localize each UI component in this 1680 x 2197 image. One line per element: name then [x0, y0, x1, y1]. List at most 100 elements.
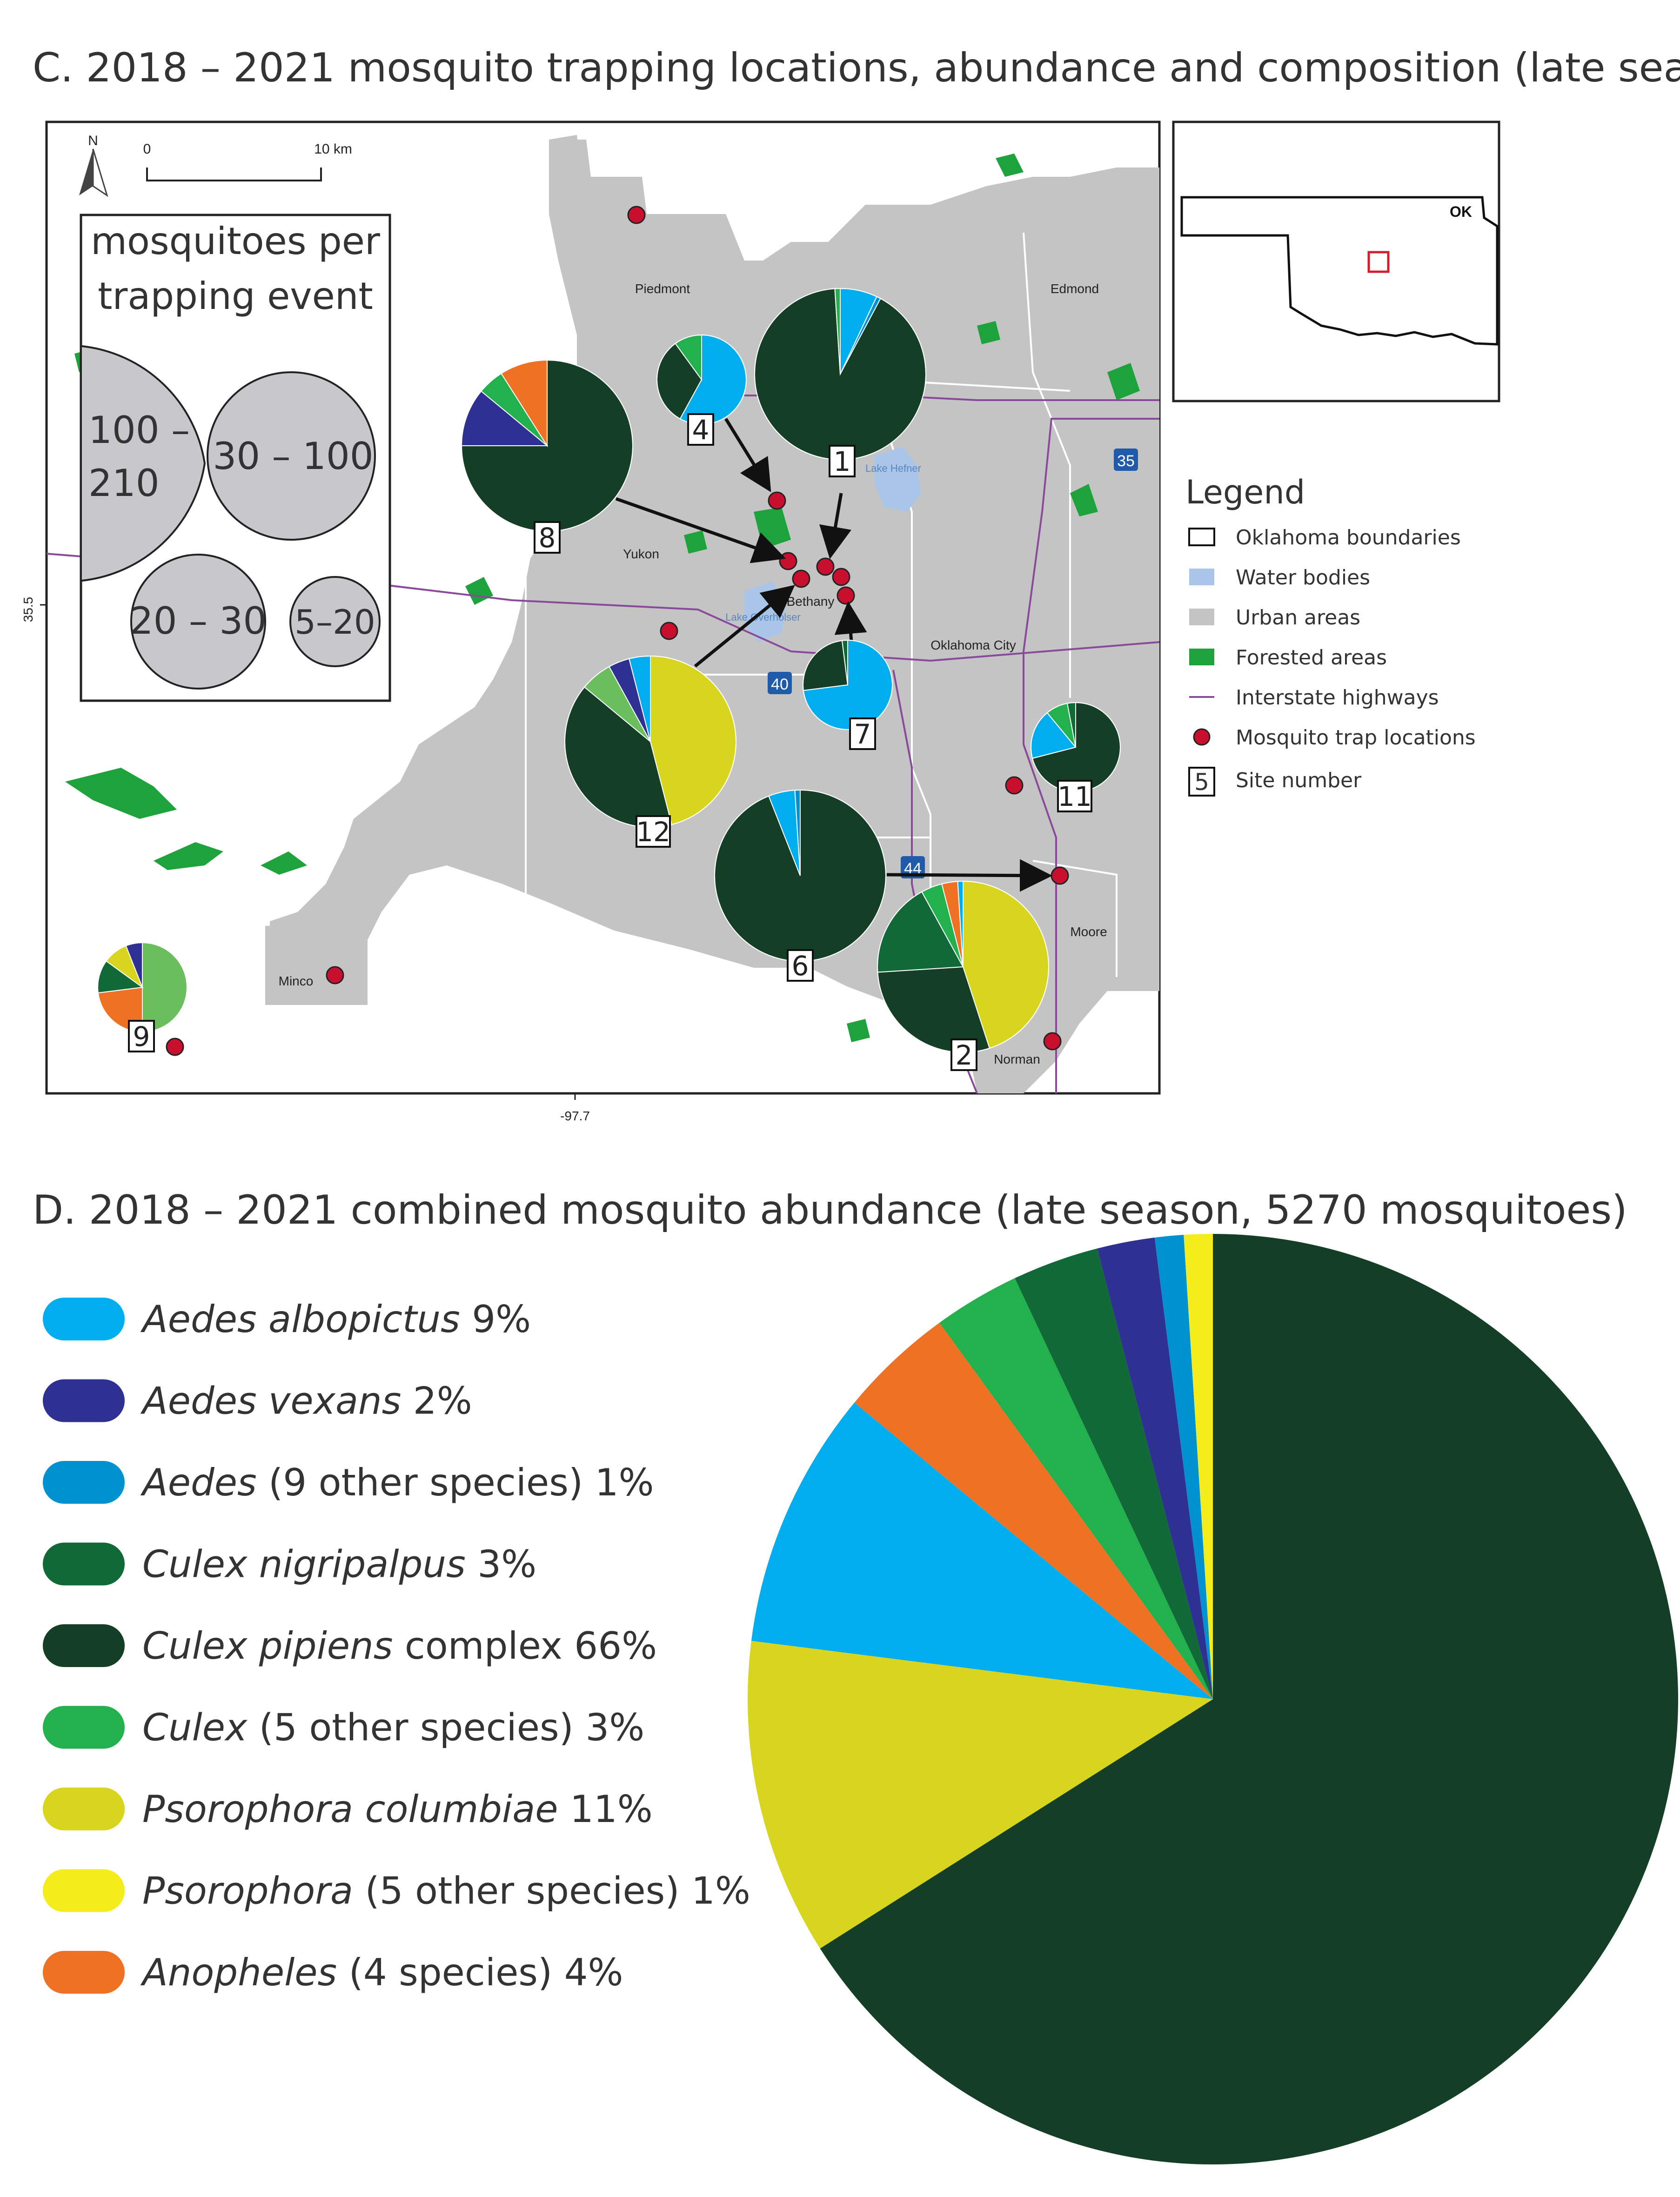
combined-pie: [748, 1234, 1679, 2164]
shield-40-label: 40: [771, 676, 789, 693]
site-number-box-11: [1057, 780, 1092, 812]
size-label-5-20: 5–20: [295, 603, 375, 642]
scale-end: 10 km: [314, 141, 352, 157]
species-legend-item: Psorophora columbiae 11%: [43, 1788, 653, 1831]
inset-map: OK: [1172, 121, 1500, 402]
oklahoma-outline: [1180, 196, 1499, 346]
site-number-box-2: [950, 1038, 977, 1071]
pie-slice-anopheles-4-species-: [854, 1322, 1213, 1699]
place-lake-hefner: Lake Hefner: [865, 462, 921, 474]
species-legend-item: Aedes (9 other species) 1%: [43, 1461, 654, 1504]
legend-title: Legend: [1185, 473, 1305, 511]
species-label: Psorophora columbiae 11%: [142, 1788, 653, 1831]
species-label: Aedes albopictus 9%: [140, 1298, 531, 1341]
legend-swatch-water: [1189, 569, 1214, 585]
site-number-box-9: [128, 1020, 155, 1052]
lon-tick-label: -97.7: [560, 1109, 590, 1123]
pie-slice-aedes-vexans: [1097, 1237, 1213, 1699]
species-legend: Aedes albopictus 9% Aedes vexans 2% Aedes …: [43, 1298, 750, 1994]
scale-bar: 0 10 km: [143, 141, 352, 181]
site-number-box-8: [534, 521, 561, 554]
shield-35-label: 35: [1117, 452, 1135, 470]
legend-swatch-boundaries: [1188, 528, 1215, 546]
legend-swatch-trap: [1193, 728, 1211, 746]
size-label-20-30: 20 – 30: [130, 599, 267, 643]
site-number-box-6: [787, 949, 814, 982]
site-number-8: 8: [539, 522, 556, 554]
species-label: Aedes (9 other species) 1%: [140, 1461, 654, 1504]
legend-swatch-site-number: [1188, 767, 1215, 797]
site-number-box-12: [636, 815, 671, 848]
panel-c-title: C. 2018 – 2021 mosquito trapping locatio…: [33, 45, 1680, 91]
site-pie-6: 6: [714, 789, 886, 982]
size-circle-30-100: [207, 371, 376, 541]
inset-label-ok: OK: [1450, 203, 1472, 220]
site-arrows: [615, 418, 1052, 892]
pie-slice-culex-pipiens-complex: [820, 1234, 1679, 2164]
site-pie-11: 11: [1031, 702, 1121, 812]
species-swatch: [43, 1706, 125, 1749]
legend-label-water: Water bodies: [1236, 566, 1370, 589]
urban-area-west: [372, 772, 456, 893]
species-legend-item: Culex nigripalpus 3%: [43, 1542, 536, 1586]
place-bethany: Bethany: [787, 594, 835, 609]
place-moore: Moore: [1070, 924, 1107, 939]
study-area-marker: [1367, 251, 1390, 273]
species-legend-item: Anopheles (4 species) 4%: [43, 1951, 623, 1994]
species-label: Culex (5 other species) 3%: [142, 1706, 644, 1749]
site-number-12: 12: [636, 816, 670, 848]
species-swatch: [43, 1379, 125, 1422]
place-piedmont: Piedmont: [635, 281, 690, 296]
place-yukon: Yukon: [623, 547, 659, 561]
site-number-box-1: [829, 445, 856, 477]
panel-d-title: D. 2018 – 2021 combined mosquito abundan…: [33, 1187, 1627, 1233]
site-pie-2: 2: [877, 880, 1049, 1071]
pie-slice-aedes-9-other-species-: [1154, 1234, 1213, 1699]
map-legend: Legend Oklahoma boundaries Water bodies …: [1185, 473, 1476, 797]
species-swatch: [43, 1951, 125, 1994]
legend-label-site-number: Site number: [1236, 769, 1362, 792]
place-lake-overholser: Lake Overholser: [725, 611, 800, 623]
species-label: Culex pipiens complex 66%: [142, 1624, 657, 1668]
site-number-4: 4: [692, 414, 709, 446]
species-legend-item: Culex (5 other species) 3%: [43, 1706, 644, 1749]
species-legend-item: Aedes albopictus 9%: [43, 1298, 531, 1341]
site-number-9: 9: [133, 1021, 150, 1052]
legend-site-number-sample: 5: [1194, 769, 1209, 796]
place-norman: Norman: [994, 1052, 1040, 1066]
site-pie-8: 8: [461, 359, 633, 554]
site-number-11: 11: [1058, 781, 1092, 812]
main-map: 35 40 44 35.5 -97.7 N 0 10 km mosqui: [21, 121, 1161, 1123]
place-okc: Oklahoma City: [930, 638, 1016, 652]
legend-label-trap: Mosquito trap locations: [1236, 726, 1476, 750]
site-number-6: 6: [792, 950, 809, 982]
pie-slice-culex-5-other-species-: [939, 1278, 1213, 1699]
legend-swatch-urban: [1189, 609, 1214, 625]
site-number-1: 1: [834, 446, 851, 477]
species-swatch: [43, 1788, 125, 1830]
legend-label-interstate: Interstate highways: [1236, 686, 1439, 710]
species-label: Anopheles (4 species) 4%: [140, 1951, 623, 1994]
site-number-box-7: [849, 717, 876, 750]
trap-locations: [166, 206, 1069, 1056]
pie-slice-culex-nigripalpus: [1015, 1248, 1213, 1699]
legend-label-forest: Forested areas: [1236, 646, 1387, 670]
forest-patches: [65, 154, 1140, 1042]
site-pie-7: 7: [803, 639, 893, 750]
species-legend-item: Aedes vexans 2%: [43, 1379, 472, 1423]
size-key-title-1: mosquitoes per: [91, 220, 380, 263]
site-number-box-4: [687, 413, 714, 446]
legend-swatch-forest: [1189, 649, 1214, 665]
north-arrow-icon: N: [79, 133, 108, 197]
pie-slice-psorophora-columbiae: [748, 1641, 1213, 1949]
species-legend-item: Psorophora (5 other species) 1%: [43, 1869, 750, 1913]
site-pie-12: 12: [564, 655, 737, 848]
site-pie-4: 4: [656, 334, 747, 446]
site-pie-9: 9: [97, 942, 187, 1052]
size-label-100: 100 –: [88, 409, 190, 452]
size-key-title-2: trapping event: [98, 275, 373, 318]
species-swatch: [43, 1461, 125, 1504]
species-swatch: [43, 1298, 125, 1340]
